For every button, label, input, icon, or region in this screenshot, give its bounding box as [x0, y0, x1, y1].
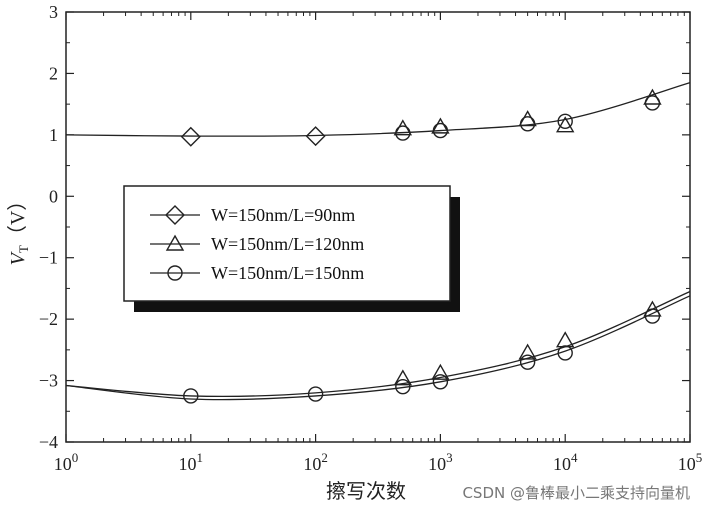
legend-label: W=150nm/L=90nm: [211, 205, 355, 225]
circle-marker: [644, 308, 661, 324]
triangle-marker: [393, 369, 413, 386]
y-tick-label: −2: [39, 309, 58, 329]
circle-marker: [307, 386, 324, 402]
x-tick-label: 101: [179, 450, 204, 474]
y-tick-label: −4: [39, 432, 58, 452]
x-tick-label: 102: [303, 450, 328, 474]
circle-marker: [183, 388, 199, 404]
legend: W=150nm/L=90nm W=150nm/L=120nm W=150nm/L=1…: [123, 185, 460, 312]
triangle-marker: [555, 331, 575, 348]
y-tick-label: 0: [49, 186, 58, 206]
y-tick-label: 3: [49, 2, 58, 22]
x-tick-label: 103: [428, 450, 453, 474]
y-axis-title: VT（V）: [6, 191, 31, 266]
x-axis-title: 擦写次数: [326, 480, 406, 503]
y-axis-title-main: V: [7, 250, 29, 265]
triangle-marker: [555, 116, 575, 133]
y-tick-label: 1: [49, 125, 58, 145]
watermark: CSDN @鲁棒最小二乘支持向量机: [462, 484, 690, 502]
triangle-marker: [431, 117, 450, 134]
circle-marker: [519, 354, 536, 370]
triangle-marker: [431, 363, 450, 380]
triangle-marker: [518, 110, 537, 127]
diamond-marker: [180, 126, 201, 147]
triangle-marker: [518, 343, 537, 360]
fit-curve: [65, 295, 691, 401]
circle-marker: [644, 95, 661, 111]
x-tick-label: 100: [54, 450, 79, 474]
y-axis-title-sub: T: [16, 245, 31, 253]
y-axis-title-unit: （V）: [6, 191, 29, 245]
legend-triangle-marker: [165, 234, 185, 251]
fit-curves: [65, 82, 691, 401]
x-tick-label: 104: [553, 450, 578, 474]
circle-marker: [519, 116, 536, 132]
circle-marker: [395, 379, 411, 395]
legend-label: W=150nm/L=120nm: [211, 234, 364, 254]
legend-circle-marker: [167, 265, 183, 281]
y-tick-label: −1: [39, 248, 58, 268]
circle-marker: [432, 122, 449, 139]
circle-marker: [432, 374, 449, 390]
circle-marker: [557, 345, 573, 361]
fit-curve: [65, 290, 691, 398]
y-tick-label: −3: [39, 371, 58, 391]
svg-text:VT（V）: VT（V）: [6, 191, 31, 266]
legend-label: W=150nm/L=150nm: [211, 263, 364, 283]
circle-marker: [557, 113, 573, 130]
fit-curve: [65, 82, 691, 137]
triangle-marker: [643, 300, 662, 317]
y-tick-label: 2: [49, 63, 58, 83]
data-markers: [180, 88, 662, 404]
diamond-marker: [305, 126, 326, 147]
legend-diamond-marker: [165, 205, 185, 225]
x-tick-label: 105: [678, 450, 703, 474]
circle-marker: [395, 125, 411, 141]
